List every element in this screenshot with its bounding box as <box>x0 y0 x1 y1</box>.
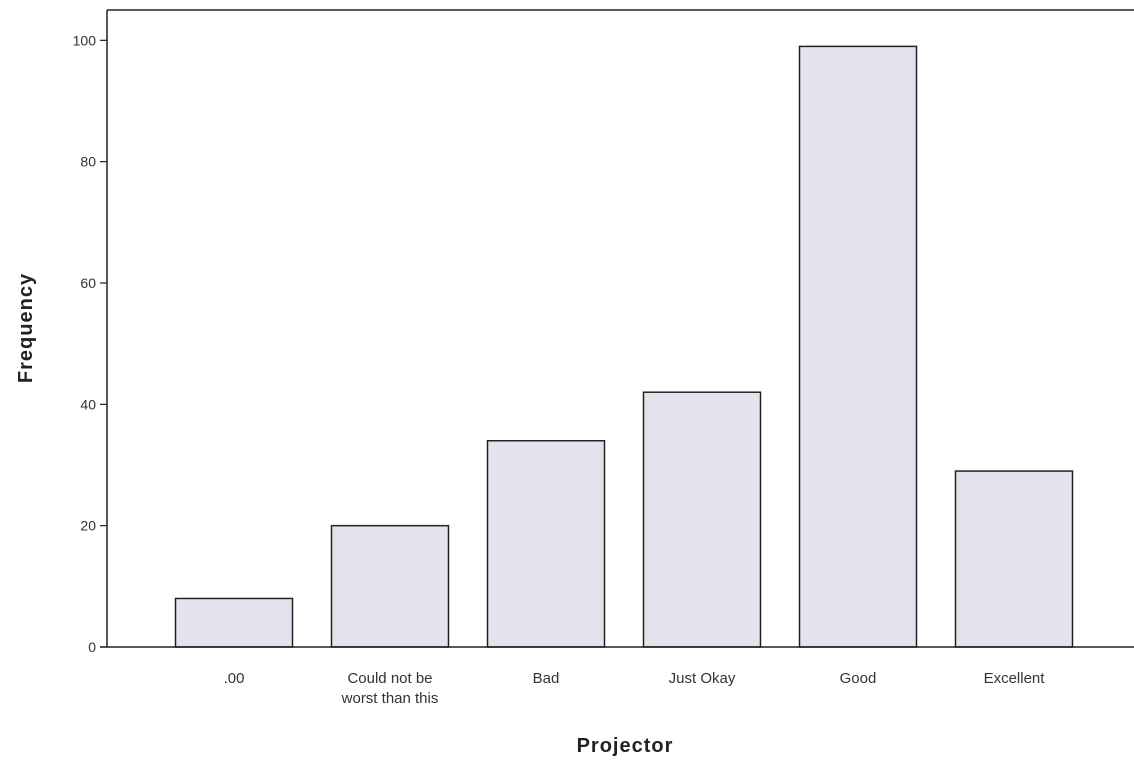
x-tick-label: Could not be worst than this <box>341 670 439 707</box>
bar <box>330 524 450 648</box>
bar <box>642 391 762 648</box>
bar <box>798 45 918 648</box>
y-tick-label: 100 <box>73 32 97 48</box>
bar <box>174 597 294 648</box>
y-axis: 0 20 40 60 80 100 <box>73 10 108 655</box>
y-tick-label: 20 <box>80 518 96 534</box>
bar <box>486 439 606 648</box>
bar <box>954 470 1074 648</box>
y-tick-label: 0 <box>88 639 96 655</box>
x-axis-title: Projector <box>577 735 674 757</box>
x-tick-label: Excellent <box>984 670 1046 687</box>
y-axis-title: Frequency <box>15 273 37 383</box>
x-tick-label: Bad <box>533 670 560 687</box>
x-tick-label: .00 <box>224 670 245 687</box>
x-tick-label: Good <box>840 670 877 687</box>
y-tick-label: 40 <box>80 396 96 412</box>
bars-group <box>174 45 1074 648</box>
x-axis: .00 Could not be worst than this Bad Just Ok… <box>100 646 1134 707</box>
x-tick-label: Just Okay <box>669 670 736 687</box>
y-tick-label: 80 <box>80 154 96 170</box>
y-tick-label: 60 <box>80 275 96 291</box>
